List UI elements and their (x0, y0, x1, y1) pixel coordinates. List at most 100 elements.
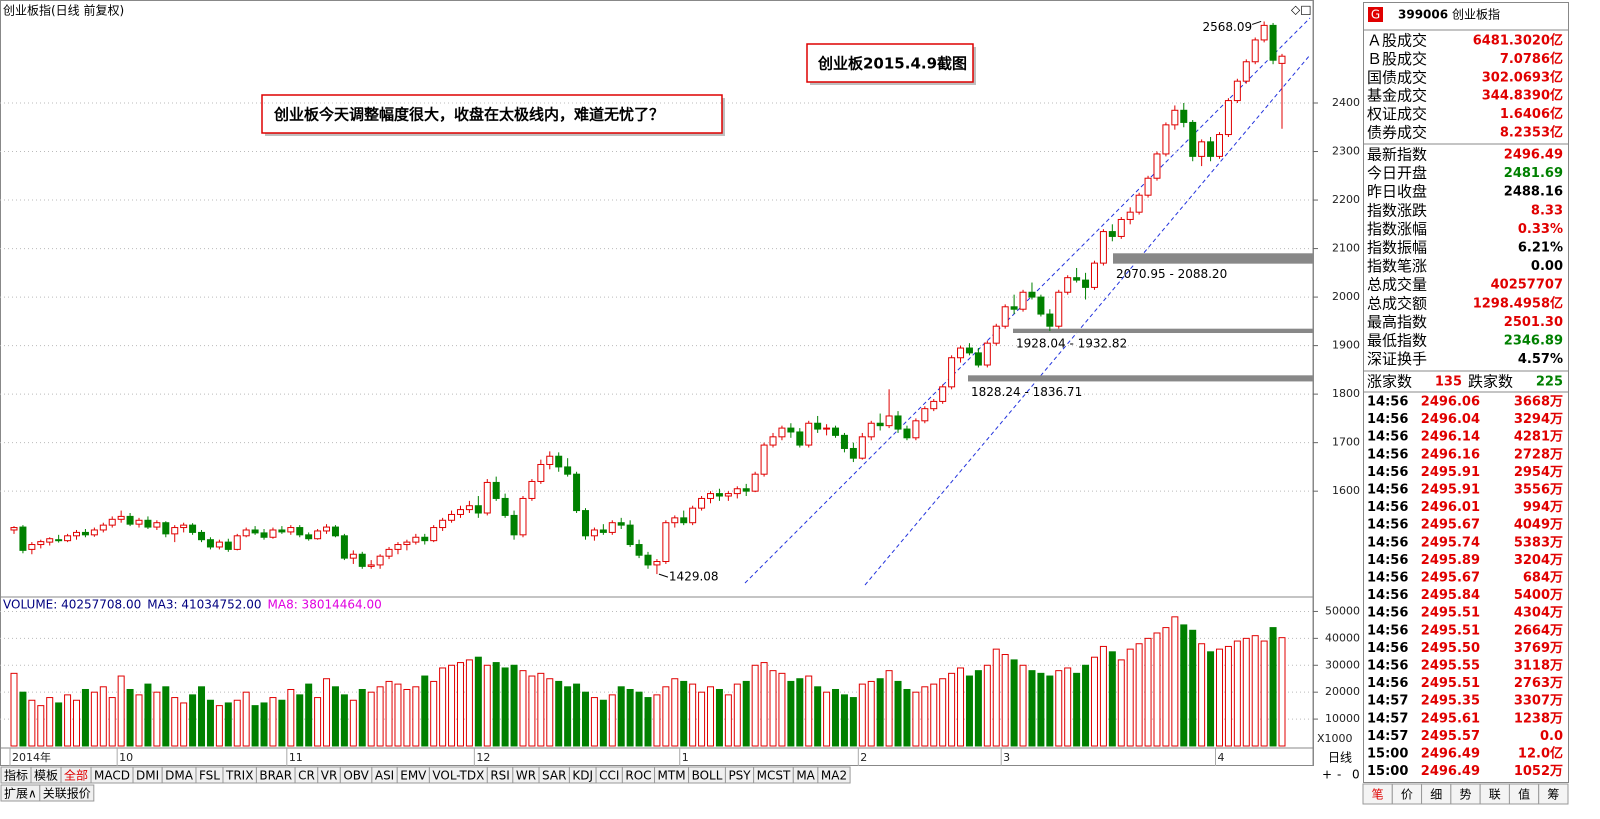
quote-tab-label[interactable]: 笔 (1372, 787, 1384, 802)
candle-body (1162, 124, 1170, 155)
volume-bar (1153, 632, 1161, 747)
candle-body (421, 536, 429, 542)
volume-bar (832, 688, 840, 747)
tab-label[interactable]: 扩展∧ (4, 787, 37, 801)
candle-body (796, 431, 804, 446)
tab-label[interactable]: DMI (136, 769, 159, 783)
quote-tab-label[interactable]: 值 (1518, 787, 1530, 802)
tab-label[interactable]: MA (796, 769, 815, 783)
zoom-button[interactable]: 0 (1352, 768, 1360, 782)
candle-body (483, 481, 491, 514)
candle-body (1126, 211, 1134, 220)
volume-bar (331, 686, 339, 747)
trend-line (744, 17, 1311, 584)
volume-bar (1162, 627, 1170, 747)
volume-bar (653, 694, 661, 747)
quote-tab-label[interactable]: 价 (1401, 788, 1413, 802)
tab-label[interactable]: 模板 (34, 769, 58, 783)
up-count: 135 (1435, 375, 1462, 390)
zoom-button[interactable]: - (1337, 768, 1341, 782)
tab-label[interactable]: KDJ (572, 769, 593, 783)
badge-text: G (1371, 8, 1380, 22)
volume-legend: VOLUME: 40257708.00 (3, 598, 141, 612)
candle-body (189, 524, 197, 533)
tick-time: 14:56 (1367, 553, 1408, 568)
tab-label[interactable]: MTM (658, 769, 686, 783)
tab-label[interactable]: RSI (490, 769, 510, 783)
x-tick-label: 3 (1003, 751, 1010, 764)
volume-bar (1099, 645, 1107, 747)
tab[interactable] (39, 784, 95, 802)
tick-price: 2495.61 (1421, 711, 1480, 726)
volume-bar (805, 675, 813, 747)
volume-bar (599, 699, 607, 747)
volume-bar (37, 705, 45, 747)
volume-bar (617, 686, 625, 747)
tab-label[interactable]: TRIX (225, 769, 253, 783)
volume-bar (198, 686, 206, 747)
volume-bar (823, 691, 831, 747)
candle-body (1117, 218, 1125, 237)
quote-tab-label[interactable]: 联 (1489, 788, 1501, 802)
quote-value: 8.2353亿 (1500, 125, 1563, 141)
candle-body (323, 526, 331, 532)
candle-body (394, 544, 402, 550)
volume-bar (278, 699, 286, 747)
quote-tab[interactable] (1538, 783, 1569, 805)
quote-tab-label[interactable]: 势 (1459, 788, 1471, 802)
volume-bar (349, 699, 357, 747)
y-tick-label: 1700 (1332, 436, 1360, 449)
tab-label[interactable]: VR (321, 769, 338, 783)
tab-label[interactable]: MACD (94, 769, 130, 783)
tab-label[interactable]: CCI (599, 769, 619, 783)
tab-label[interactable]: ROC (625, 769, 651, 783)
zoom-button[interactable]: + (1322, 768, 1332, 782)
candle-body (537, 463, 545, 482)
zone-band (968, 375, 1313, 382)
window-icons[interactable]: ◇□ (1291, 3, 1312, 17)
candle-body (126, 515, 134, 525)
tab-label[interactable]: CR (298, 769, 315, 783)
tab-label[interactable]: 关联报价 (43, 786, 91, 801)
tab-label[interactable]: 全部 (64, 768, 88, 783)
tab-label[interactable]: EMV (400, 769, 427, 783)
tab-label[interactable]: ASI (375, 769, 394, 783)
quote-tab-label[interactable]: 筹 (1547, 788, 1559, 802)
tab-label[interactable]: SAR (542, 769, 566, 783)
tick-price: 2496.06 (1421, 395, 1480, 410)
candle-body (608, 522, 616, 533)
volume-bar (46, 697, 54, 747)
volume-bar (1010, 659, 1018, 747)
candle-body (573, 473, 581, 512)
tab-label[interactable]: BOLL (692, 769, 723, 783)
period-label[interactable]: 日线 (1328, 751, 1352, 765)
volume-bar (55, 702, 63, 747)
candle-body (858, 436, 866, 459)
volume-bar (376, 686, 384, 747)
quote-tab-label[interactable]: 细 (1430, 788, 1442, 802)
candle-body (1001, 306, 1009, 327)
tick-time: 15:00 (1367, 764, 1408, 779)
volume-bar (858, 683, 866, 747)
tick-price: 2496.16 (1421, 447, 1480, 462)
tab-label[interactable]: MA2 (821, 769, 847, 783)
volume-legend: MA3: 41034752.00 (147, 598, 261, 612)
tab-label[interactable]: 指标 (4, 768, 28, 783)
tab-label[interactable]: BRAR (259, 769, 292, 783)
volume-bar (796, 678, 804, 747)
tab-label[interactable]: VOL-TDX (432, 769, 484, 783)
candle-body (367, 564, 375, 567)
tab-label[interactable]: MCST (757, 769, 791, 783)
tab-label[interactable]: OBV (343, 769, 369, 783)
tab-label[interactable]: FSL (199, 769, 220, 783)
tab[interactable] (817, 766, 851, 784)
candle-body (769, 436, 777, 446)
tick-time: 14:56 (1367, 623, 1408, 638)
tab-label[interactable]: DMA (165, 769, 194, 783)
candle-body (733, 488, 741, 495)
tab-label[interactable]: PSY (728, 769, 751, 783)
volume-bar (715, 688, 723, 747)
tab-label[interactable]: WR (516, 769, 536, 783)
high-arrow (1251, 20, 1262, 25)
